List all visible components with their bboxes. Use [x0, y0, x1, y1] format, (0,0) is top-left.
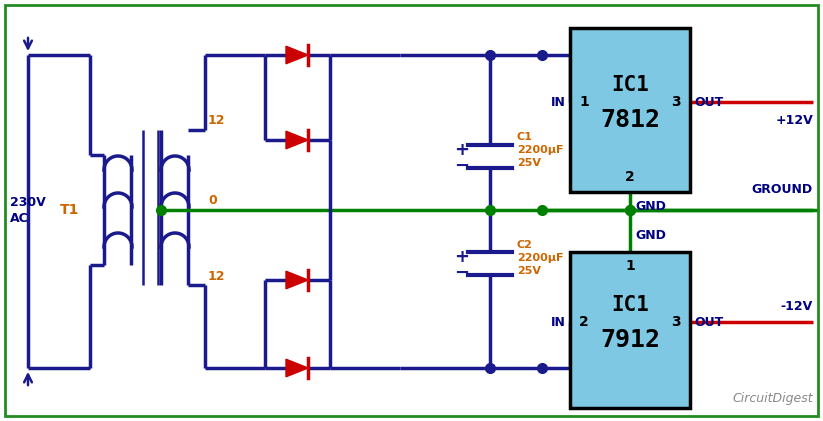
Bar [570, 252, 690, 408]
Text: OUT: OUT [694, 96, 723, 109]
Text: GROUND: GROUND [752, 183, 813, 196]
Text: 12: 12 [208, 270, 226, 283]
Text: 1: 1 [579, 95, 589, 109]
Text: IC1: IC1 [611, 75, 649, 95]
Text: GND: GND [635, 229, 666, 242]
Text: +12V: +12V [775, 114, 813, 126]
Bar [570, 28, 690, 192]
Text: 2: 2 [625, 170, 635, 184]
Polygon shape [286, 359, 308, 377]
Text: C1
2200μF
25V: C1 2200μF 25V [517, 132, 564, 168]
Text: OUT: OUT [694, 315, 723, 328]
Text: GND: GND [635, 200, 666, 213]
Text: 2: 2 [579, 315, 589, 329]
Text: T1: T1 [60, 203, 80, 217]
Text: −: − [454, 264, 470, 282]
Text: 7812: 7812 [600, 108, 660, 132]
Text: 3: 3 [672, 315, 681, 329]
Text: 230V
AC: 230V AC [10, 195, 46, 224]
Text: C2
2200μF
25V: C2 2200μF 25V [517, 240, 564, 276]
Text: CircuitDigest: CircuitDigest [732, 392, 813, 405]
Text: +: + [454, 141, 469, 158]
Text: 7912: 7912 [600, 328, 660, 352]
Polygon shape [286, 271, 308, 289]
Text: +: + [454, 248, 469, 266]
Polygon shape [286, 131, 308, 149]
Text: 12: 12 [208, 114, 226, 127]
Text: IC1: IC1 [611, 295, 649, 315]
Polygon shape [286, 46, 308, 64]
Text: −: − [454, 157, 470, 174]
Text: 1: 1 [625, 259, 635, 273]
Text: 0: 0 [208, 194, 216, 207]
Text: 3: 3 [672, 95, 681, 109]
Text: IN: IN [551, 96, 566, 109]
Text: -12V: -12V [781, 301, 813, 314]
Text: IN: IN [551, 315, 566, 328]
